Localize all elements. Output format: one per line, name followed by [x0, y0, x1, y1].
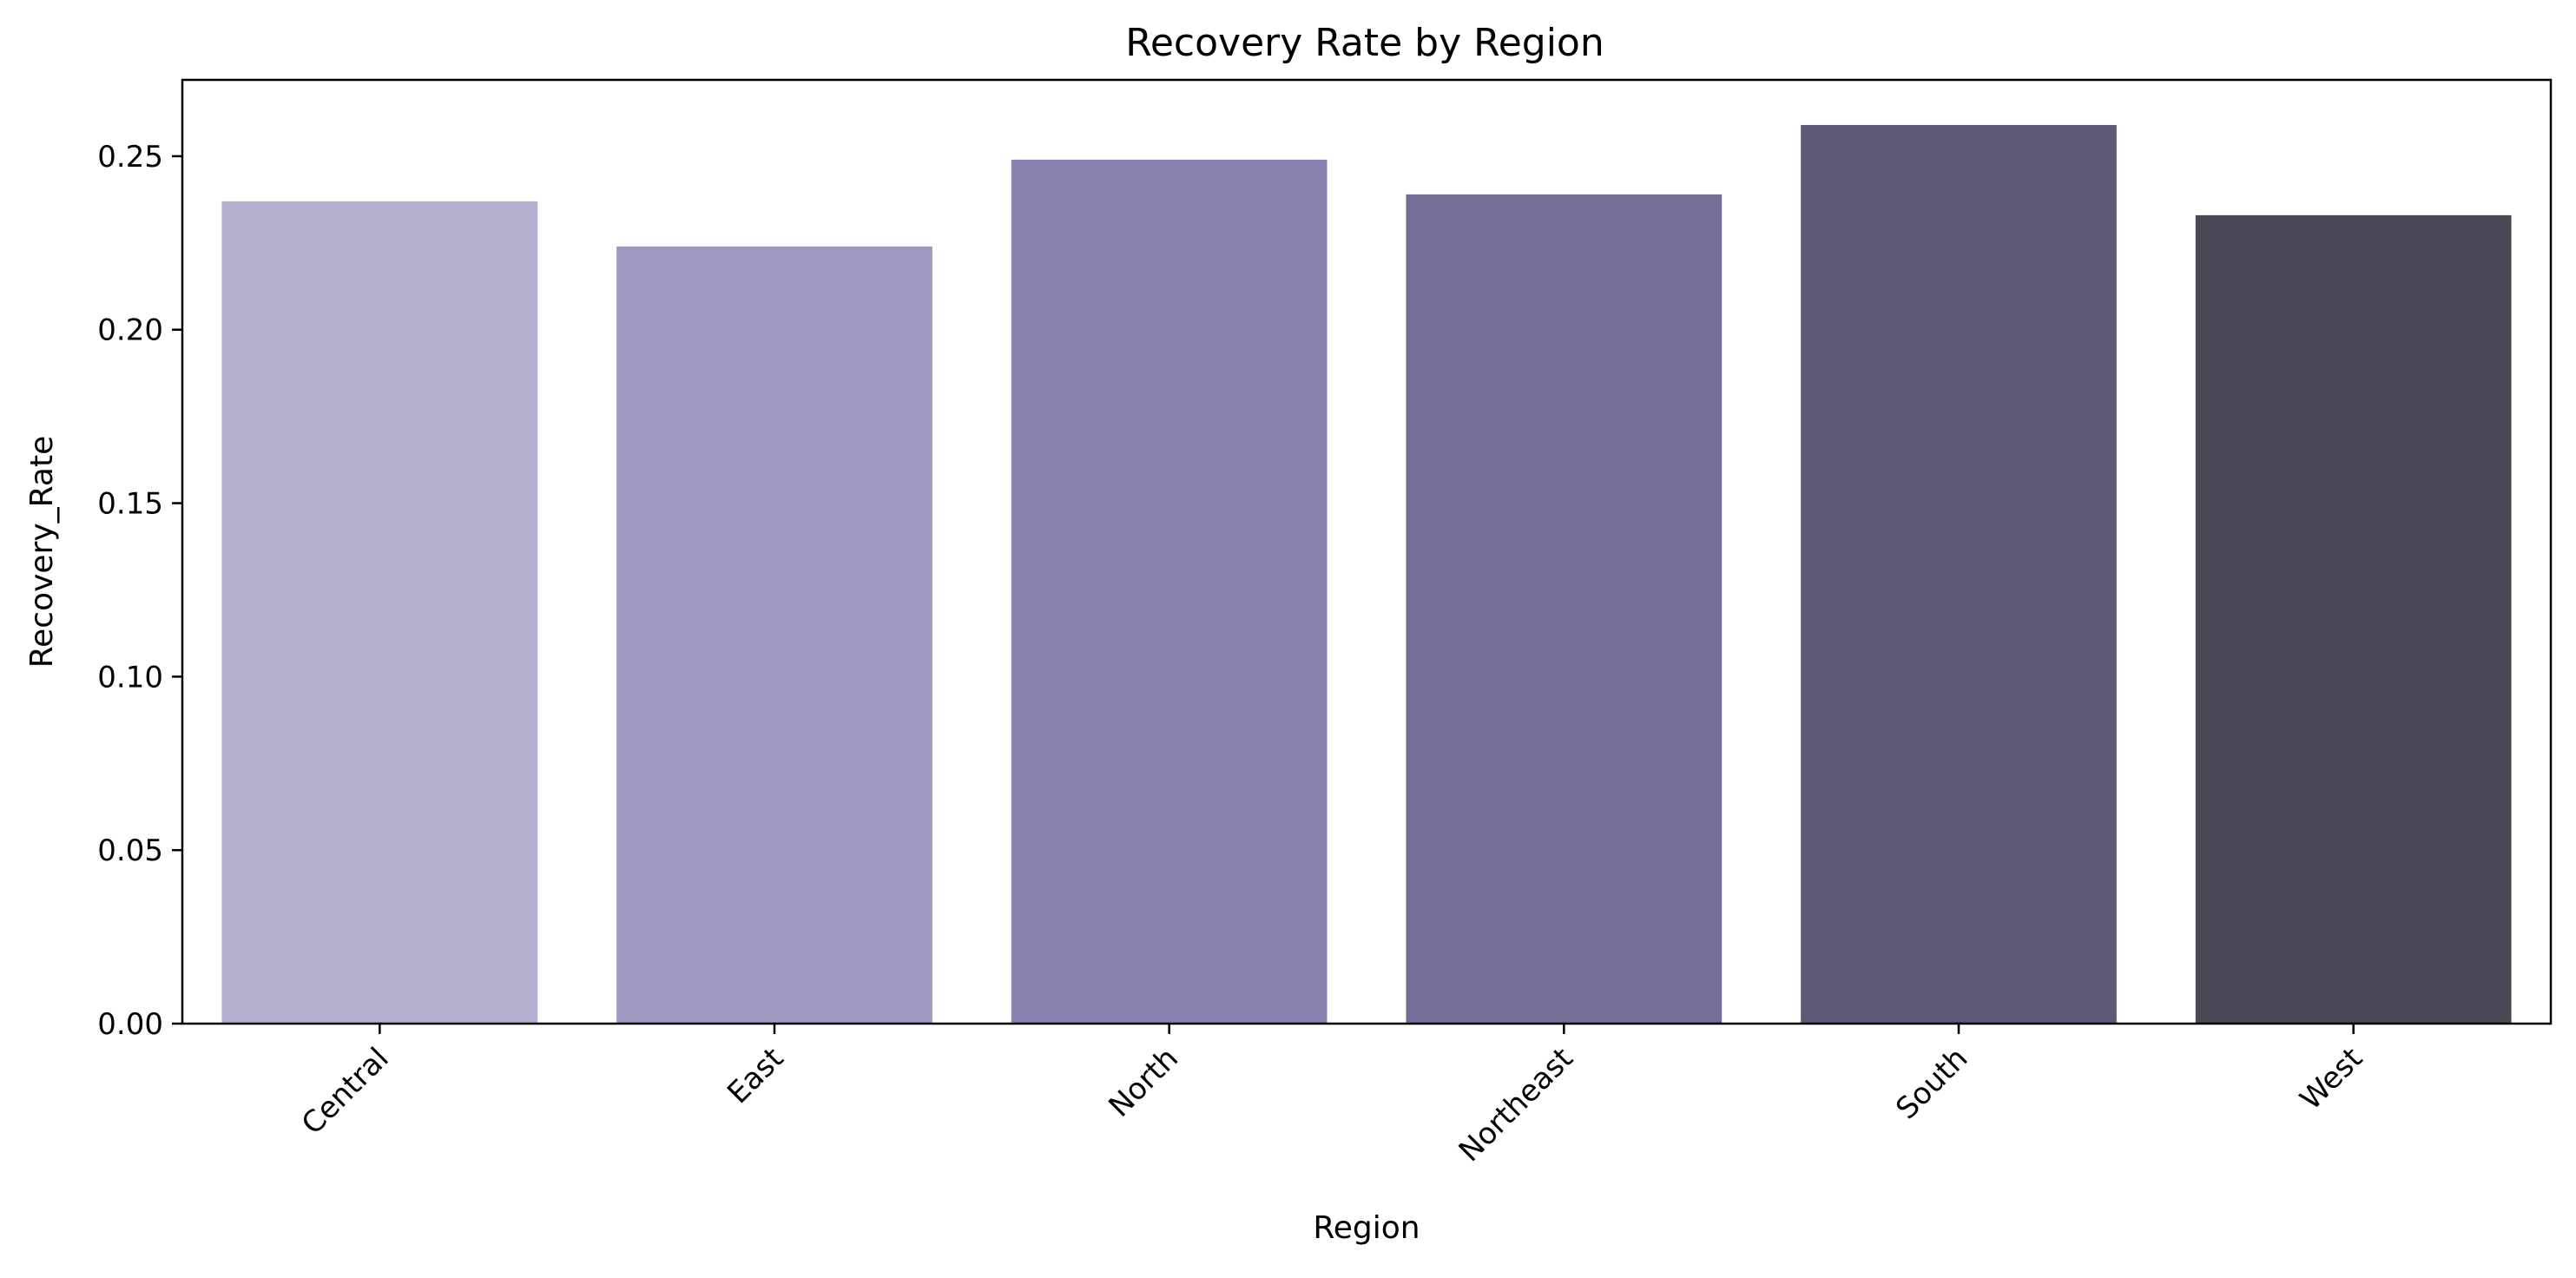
y-tick-label: 0.00: [97, 1007, 163, 1042]
x-tick-label-northeast: Northeast: [1453, 1041, 1580, 1169]
bars-layer: [221, 124, 2512, 1024]
chart-title: Recovery Rate by Region: [1125, 21, 1604, 65]
y-axis-label: Recovery_Rate: [24, 436, 60, 668]
bar-south: [1801, 124, 2117, 1024]
bar-west: [2195, 214, 2512, 1024]
y-tick-label: 0.25: [97, 140, 163, 175]
x-axis: Central East North Northeast South West: [295, 1024, 2369, 1169]
bar-north: [1011, 159, 1328, 1024]
y-tick-label: 0.20: [97, 313, 163, 348]
y-tick-label: 0.05: [97, 833, 163, 868]
x-tick-label-central: Central: [295, 1041, 396, 1142]
x-axis-label: Region: [1313, 1210, 1420, 1246]
plot-frame: [181, 78, 2553, 1025]
y-tick-label: 0.15: [97, 487, 163, 522]
bar-east: [616, 246, 932, 1024]
x-tick-label-west: West: [2294, 1041, 2369, 1117]
x-tick-label-north: North: [1103, 1041, 1186, 1124]
x-tick-label-south: South: [1889, 1041, 1974, 1126]
bar-northeast: [1406, 194, 1723, 1024]
bar-central: [221, 201, 538, 1024]
y-axis: 0.00 0.05 0.10 0.15 0.20 0.25: [97, 140, 182, 1042]
x-tick-label-east: East: [721, 1041, 790, 1110]
y-tick-label: 0.10: [97, 660, 163, 695]
